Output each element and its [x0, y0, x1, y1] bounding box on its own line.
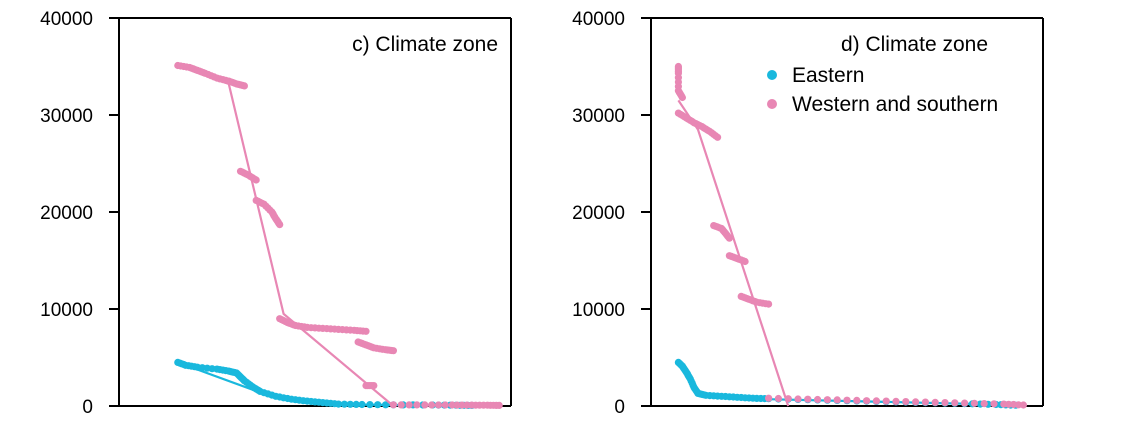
chart-panel-d: 0 10000 20000 30000 40000 d) Climate zone East… [572, 9, 1044, 418]
data-point [678, 93, 687, 102]
legend-marker [767, 99, 777, 109]
data-point [774, 394, 783, 403]
data-point [428, 401, 436, 409]
y-tick-label: 20000 [40, 203, 93, 224]
y-tick-label: 40000 [572, 9, 625, 30]
y-tick-label: 10000 [572, 300, 625, 321]
data-point [370, 382, 378, 390]
data-point [765, 300, 773, 308]
data-point [725, 234, 734, 242]
data-point [405, 401, 413, 409]
legend-marker [767, 70, 777, 80]
data-point [334, 400, 343, 408]
data-point [741, 257, 749, 266]
data-point [882, 397, 890, 405]
data-point [276, 221, 284, 229]
data-point [352, 400, 360, 408]
data-point [843, 396, 851, 404]
trend-line-western-and-southern [177, 64, 395, 407]
data-point [495, 401, 503, 409]
data-point [872, 397, 881, 405]
data-point [921, 398, 930, 406]
trend-line-western-and-southern [677, 99, 790, 407]
data-point [980, 400, 988, 408]
data-point [814, 395, 822, 404]
data-point [1019, 401, 1027, 409]
data-point [853, 396, 861, 404]
y-tick-label: 20000 [572, 203, 625, 224]
data-point [362, 327, 370, 335]
data-point [340, 400, 348, 408]
y-tick-label: 0 [614, 397, 625, 418]
data-point [990, 400, 998, 408]
data-point [941, 399, 949, 407]
data-point [346, 400, 354, 408]
data-point [823, 396, 832, 404]
data-point [389, 401, 397, 409]
data-point [794, 395, 802, 403]
data-point [765, 394, 773, 402]
data-point [714, 133, 722, 141]
data-point [397, 401, 405, 409]
data-point [863, 397, 871, 405]
data-point [434, 401, 443, 409]
data-point [413, 401, 421, 409]
data-point [441, 401, 449, 409]
y-tick-label: 0 [82, 397, 93, 418]
chart-panel-c: 0 10000 20000 30000 40000 c) Climate zone [40, 9, 512, 418]
y-tick-label: 10000 [40, 300, 93, 321]
y-tick-label: 40000 [40, 9, 93, 30]
data-point [421, 401, 429, 409]
data-point [382, 401, 390, 409]
data-point [366, 401, 374, 409]
data-point [374, 401, 382, 409]
y-tick-label: 30000 [572, 106, 625, 127]
panel-title: d) Climate zone [841, 33, 988, 56]
data-point [252, 176, 260, 184]
data-point [892, 397, 900, 405]
legend: Eastern Western and southern [767, 64, 998, 116]
data-point [902, 398, 910, 406]
data-point [912, 398, 920, 406]
data-point [389, 347, 397, 355]
legend-label: Western and southern [792, 93, 998, 116]
data-point [931, 398, 939, 406]
data-point [804, 395, 812, 403]
data-point [970, 399, 979, 407]
y-tick-label: 30000 [40, 106, 93, 127]
data-point [358, 400, 366, 409]
data-point [833, 396, 841, 404]
data-point [240, 82, 248, 90]
series-eastern [174, 358, 492, 409]
series-western-and-southern [174, 61, 503, 409]
panel-title: c) Climate zone [352, 33, 498, 56]
data-point [951, 399, 959, 407]
data-point [784, 395, 792, 403]
data-point [961, 399, 969, 407]
legend-label: Eastern [792, 64, 864, 87]
series-western-and-southern [674, 62, 1027, 409]
